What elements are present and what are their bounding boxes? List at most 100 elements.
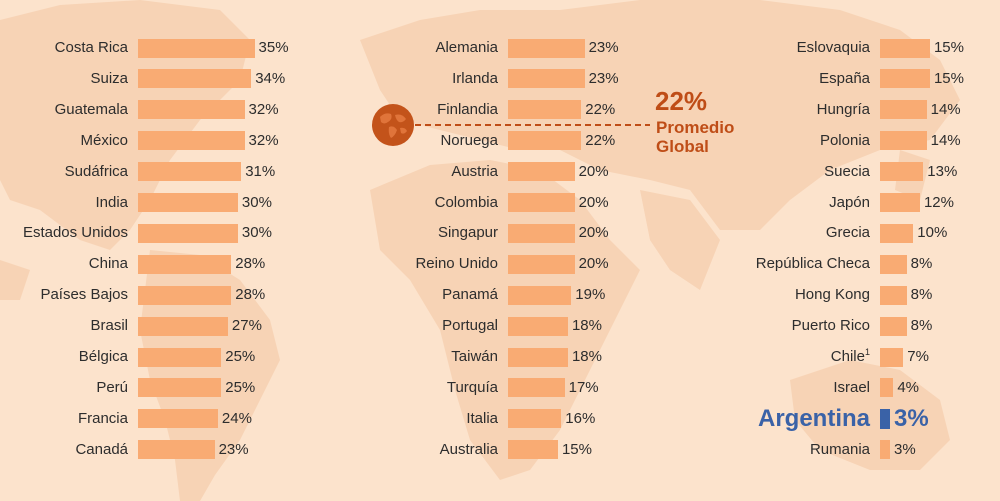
value-label: 30% bbox=[241, 224, 272, 242]
value-label: 27% bbox=[231, 317, 262, 335]
bar bbox=[138, 285, 232, 305]
category-label: Eslovaquia bbox=[796, 39, 870, 56]
category-label: Guatemala bbox=[54, 100, 128, 118]
value-label: 25% bbox=[225, 348, 256, 365]
bar bbox=[508, 254, 575, 274]
bar bbox=[138, 100, 245, 120]
category-label: Grecia bbox=[825, 224, 870, 242]
value-label: 20% bbox=[578, 224, 609, 242]
category-label: Austria bbox=[451, 162, 498, 180]
bar bbox=[138, 378, 222, 398]
value-label: 7% bbox=[907, 348, 929, 365]
bar bbox=[880, 254, 907, 274]
bar bbox=[138, 409, 218, 429]
category-label: Polonia bbox=[819, 131, 870, 149]
bar bbox=[508, 316, 568, 336]
bar bbox=[880, 162, 924, 182]
category-label: Suecia bbox=[824, 162, 870, 180]
category-label: Francia bbox=[77, 409, 128, 427]
category-label: Irlanda bbox=[452, 69, 498, 87]
category-label: Portugal bbox=[442, 317, 498, 335]
value-label: 3% bbox=[893, 404, 929, 432]
value-label: 31% bbox=[245, 162, 276, 180]
category-label: Hong Kong bbox=[794, 286, 870, 304]
bar bbox=[880, 223, 914, 243]
category-label: Estados Unidos bbox=[22, 224, 128, 242]
bar bbox=[138, 316, 228, 336]
bar bbox=[508, 100, 582, 120]
bar bbox=[508, 409, 562, 429]
global-average-value: 22% bbox=[655, 86, 708, 116]
category-label: Reino Unido bbox=[415, 255, 498, 273]
value-label: 14% bbox=[930, 131, 961, 149]
value-label: 8% bbox=[910, 317, 933, 335]
value-label: 20% bbox=[578, 255, 609, 273]
value-label: 13% bbox=[927, 162, 958, 180]
bar bbox=[880, 440, 890, 460]
bar bbox=[880, 285, 907, 305]
bar bbox=[508, 69, 585, 89]
bar bbox=[138, 38, 255, 58]
value-label: 23% bbox=[588, 69, 619, 87]
bar bbox=[880, 408, 890, 429]
category-label: Argentina bbox=[757, 404, 870, 432]
bar bbox=[880, 69, 930, 89]
category-label: Panamá bbox=[442, 286, 498, 304]
bar bbox=[880, 131, 927, 151]
category-label: Australia bbox=[439, 440, 498, 458]
value-label: 25% bbox=[225, 378, 256, 396]
bar bbox=[138, 162, 242, 182]
category-label: República Checa bbox=[755, 255, 870, 273]
value-label: 18% bbox=[571, 348, 602, 365]
category-label: Israel bbox=[833, 378, 870, 396]
category-label: Colombia bbox=[434, 193, 498, 211]
category-label: México bbox=[80, 131, 128, 149]
value-label: 4% bbox=[897, 378, 919, 396]
category-label: Italia bbox=[466, 409, 498, 427]
category-label: Japón bbox=[829, 193, 870, 211]
value-label: 23% bbox=[588, 39, 619, 56]
bar bbox=[138, 440, 215, 460]
value-label: 34% bbox=[255, 69, 286, 87]
bar bbox=[138, 69, 252, 89]
category-label: Singapur bbox=[437, 224, 498, 242]
bar bbox=[508, 347, 568, 367]
bar bbox=[138, 131, 245, 151]
bar bbox=[138, 223, 238, 243]
category-label: Bélgica bbox=[78, 348, 128, 365]
bar bbox=[508, 285, 572, 305]
bar bbox=[138, 347, 222, 367]
category-label: Canadá bbox=[75, 440, 128, 458]
category-label: Noruega bbox=[440, 131, 498, 149]
value-label: 19% bbox=[575, 286, 606, 304]
bar bbox=[880, 347, 904, 367]
bar bbox=[880, 193, 920, 212]
category-label: Finlandia bbox=[437, 100, 498, 118]
value-label: 3% bbox=[893, 440, 916, 458]
category-label: Hungría bbox=[816, 100, 870, 118]
category-label: Alemania bbox=[435, 39, 498, 56]
category-label: Chile1 bbox=[830, 347, 870, 366]
value-label: 17% bbox=[568, 378, 599, 396]
category-label: Sudáfrica bbox=[64, 162, 128, 180]
category-label: Rumania bbox=[809, 440, 870, 458]
globe-icon bbox=[372, 104, 414, 146]
category-label: Suiza bbox=[90, 69, 128, 87]
category-label: Países Bajos bbox=[40, 286, 128, 304]
value-label: 28% bbox=[235, 286, 266, 304]
value-label: 32% bbox=[248, 100, 279, 118]
value-label: 15% bbox=[561, 440, 592, 458]
category-label: Brasil bbox=[90, 317, 128, 335]
bar bbox=[508, 38, 585, 58]
value-label: 8% bbox=[910, 255, 933, 273]
value-label: 28% bbox=[235, 255, 266, 273]
bar bbox=[508, 162, 575, 182]
value-label: 22% bbox=[585, 100, 616, 118]
value-label: 35% bbox=[258, 39, 289, 56]
value-label: 20% bbox=[578, 162, 609, 180]
value-label: 12% bbox=[923, 193, 954, 211]
bar bbox=[508, 131, 582, 151]
